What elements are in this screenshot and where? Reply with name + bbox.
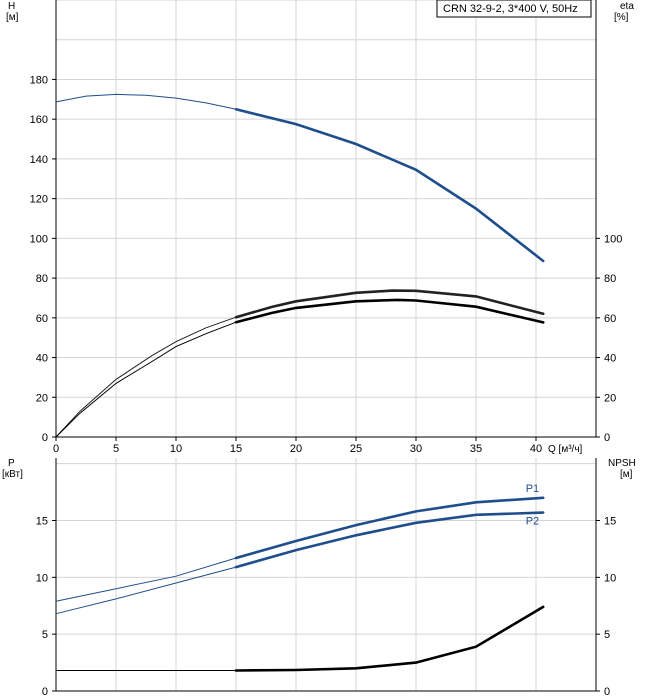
y-right-tick-label: 100 [604, 233, 622, 245]
x-tick-label: 25 [350, 443, 362, 455]
y-right-tick-label: 20 [604, 392, 616, 404]
y-left-tick-label: 160 [30, 114, 48, 126]
x-tick-label: 30 [410, 443, 422, 455]
legend-text: CRN 32-9-2, 3*400 V, 50Hz [443, 3, 578, 15]
series-line-thin [55, 557, 237, 602]
y-right-tick-label: 15 [604, 516, 616, 528]
y-left-tick-label: 5 [42, 629, 48, 641]
series-label-p1: P1 [526, 483, 539, 495]
y-right-tick-label: 5 [604, 629, 610, 641]
x-tick-label: 0 [53, 443, 59, 455]
y-left-tick-label: 60 [36, 313, 48, 325]
power-npsh-panel: 0 5 10 15 0 5 10 15 P1 P2 P [кВт] NPSH [м] [2, 458, 636, 698]
series-line-thin [55, 321, 237, 438]
y-right-tick-label: 10 [604, 572, 616, 584]
x-tick-label: 20 [290, 443, 302, 455]
y-left-label-line2-bottom: [кВт] [2, 469, 23, 480]
series-line-bold [234, 108, 545, 263]
y-left-tick-label: 40 [36, 353, 48, 365]
series-bottom: P1 P2 [55, 483, 545, 672]
series-line-thin [55, 93, 237, 110]
x-tick-label: 10 [170, 443, 182, 455]
y-left-tick-label: 140 [30, 154, 48, 166]
y-left-label-line1-bottom: P [8, 458, 15, 469]
legend-box-frame [436, 0, 592, 18]
plot-area-top [56, 0, 596, 437]
head-efficiency-panel: 0 5 10 15 20 25 30 35 40 0 20 40 60 80 100 120 140 160 180… [6, 0, 634, 455]
y-right-label-line1-bottom: NPSH [608, 458, 636, 469]
legend-box: CRN 32-9-2, 3*400 V, 50Hz [436, 0, 592, 18]
y-left-tick-label: 0 [42, 686, 48, 698]
y-right-tick-label: 0 [604, 432, 610, 444]
series-top [55, 93, 545, 438]
y-left-tick-label: 80 [36, 273, 48, 285]
y-right-tick-label: 60 [604, 313, 616, 325]
y-left-tick-label: 100 [30, 233, 48, 245]
y-left-tick-label: 0 [42, 432, 48, 444]
ticks-top: 0 5 10 15 20 25 30 35 40 0 20 40 60 80 100 120 140 160 180… [30, 74, 623, 455]
grid-top [56, 0, 597, 437]
series-line-thin [55, 316, 237, 438]
y-left-tick-label: 180 [30, 74, 48, 86]
x-axis-label: Q [м³/ч] [548, 444, 583, 455]
y-right-tick-label: 40 [604, 353, 616, 365]
y-right-label-line2-bottom: [м] [620, 469, 633, 480]
y-left-tick-label: 10 [36, 572, 48, 584]
y-right-tick-label: 80 [604, 273, 616, 285]
y-right-label-line1: eta [620, 1, 634, 12]
x-tick-label: 40 [530, 443, 542, 455]
y-left-tick-label: 120 [30, 194, 48, 206]
series-line-bold [234, 298, 545, 324]
x-tick-label: 5 [113, 443, 119, 455]
series-line-bold [234, 605, 545, 672]
y-left-label-line2: [м] [6, 12, 19, 23]
y-left-tick-label: 20 [36, 392, 48, 404]
plot-area-bottom [56, 458, 596, 691]
ticks-bottom: 0 5 10 15 0 5 10 15 [36, 516, 617, 698]
x-tick-label: 35 [470, 443, 482, 455]
x-tick-label: 15 [230, 443, 242, 455]
series-line-bold [234, 511, 545, 569]
series-line-bold [234, 496, 545, 560]
series-line-bold [234, 289, 545, 319]
y-left-label-line1: H [8, 1, 15, 12]
y-right-label-line2: [%] [614, 12, 629, 23]
series-label-p2: P2 [526, 516, 539, 528]
y-left-tick-label: 15 [36, 516, 48, 528]
series-line-thin [55, 566, 237, 615]
y-right-tick-label: 0 [604, 686, 610, 698]
